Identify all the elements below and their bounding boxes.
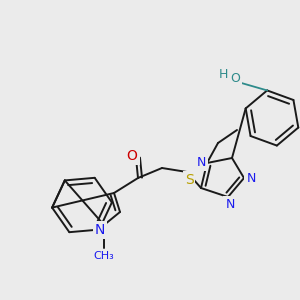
- Text: N: N: [246, 172, 256, 185]
- Text: S: S: [184, 173, 194, 187]
- Text: N: N: [225, 199, 235, 212]
- Text: H: H: [218, 68, 228, 80]
- Text: O: O: [127, 149, 137, 163]
- Text: N: N: [95, 223, 105, 237]
- Text: CH₃: CH₃: [94, 251, 114, 261]
- Text: N: N: [196, 155, 206, 169]
- Text: O: O: [230, 71, 240, 85]
